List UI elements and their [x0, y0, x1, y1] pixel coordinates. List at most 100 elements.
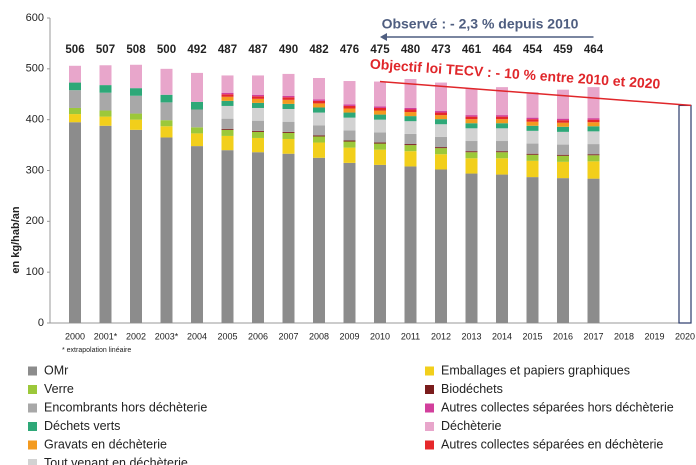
legend-swatch [28, 385, 37, 394]
total-label: 492 [187, 44, 206, 56]
bar-segment [252, 137, 264, 153]
bar-segment [69, 114, 81, 123]
bar-segment [221, 92, 234, 95]
total-label: 487 [218, 44, 237, 56]
bar-segment [557, 155, 569, 162]
x-tick-label: 2009 [339, 331, 359, 341]
x-tick-label: 2003* [155, 331, 179, 341]
bar-segment [343, 104, 356, 106]
bar-segment [130, 119, 142, 130]
legend-swatch [28, 366, 37, 376]
bar-segment [374, 106, 386, 108]
bar-segment [526, 92, 539, 118]
legend-label: Biodéchets [441, 382, 503, 396]
bar-segment [404, 151, 417, 167]
bar-segment [465, 115, 478, 117]
legend-label: Tout venant en déchèterie [44, 456, 188, 465]
total-label: 473 [431, 44, 450, 56]
bar-segment [313, 136, 325, 143]
bar-segment [313, 125, 325, 136]
bar-segment [343, 147, 356, 163]
x-tick-label: 2011 [401, 331, 420, 341]
total-label: 490 [279, 44, 298, 56]
bar-segment [313, 100, 325, 104]
bar-segment [221, 129, 234, 136]
bar-segment [465, 88, 478, 116]
bar-segment [465, 152, 478, 159]
bar-segment [313, 112, 325, 126]
legend-swatch [425, 422, 434, 431]
legend-label: Autres collectes séparées hors déchèteri… [441, 400, 674, 414]
bar-segment [587, 155, 600, 162]
bar-segment [69, 82, 81, 91]
bar-segment [282, 108, 295, 122]
x-tick-label: 2014 [492, 331, 512, 341]
bar-segment [99, 125, 112, 324]
bar-segment [404, 79, 417, 108]
y-tick-label: 600 [26, 12, 44, 24]
bar-segment [69, 90, 81, 108]
bar-segment [587, 87, 600, 119]
legend-label: Déchèterie [441, 419, 501, 433]
legend-label: Déchets verts [44, 419, 120, 433]
total-label: 482 [309, 44, 328, 56]
bar-segment [496, 115, 508, 117]
bar-segment [130, 113, 142, 120]
bar-segment [99, 92, 112, 111]
bar-segment [526, 119, 539, 122]
total-label: 506 [65, 44, 84, 56]
bar-segment [435, 124, 447, 137]
legend-label: Verre [44, 382, 74, 396]
bar-segment [374, 110, 386, 115]
bar-segment [160, 68, 173, 95]
bar-segment [343, 130, 356, 141]
bar-segment [587, 122, 600, 127]
bar-segment [404, 112, 417, 117]
bar-segment [435, 136, 447, 148]
bar-segment [221, 96, 234, 101]
bar-segment [404, 144, 417, 146]
bar-segment [557, 144, 569, 155]
bar-segment [313, 103, 325, 108]
bar-segment [130, 95, 142, 114]
bar-segment [465, 173, 478, 323]
bar-segment [587, 119, 600, 123]
bar-segment [587, 144, 600, 155]
bar-segment [496, 141, 508, 152]
x-tick-label: 2001* [94, 331, 118, 341]
bar-segment [191, 133, 203, 147]
bar-segment [587, 161, 600, 179]
bar-segment [221, 118, 234, 129]
annotation-observed: Observé : - 2,3 % depuis 2010 [382, 16, 579, 32]
bar-segment [496, 116, 508, 120]
bar-segment [557, 89, 569, 119]
bar-segment [404, 166, 417, 323]
bar-segment [343, 112, 356, 118]
legend-swatch [28, 422, 37, 431]
bar-segment [526, 153, 539, 155]
arrow-head [380, 33, 387, 41]
bar-segment [496, 123, 508, 129]
bar-segment [99, 65, 112, 86]
bar-segment [404, 121, 417, 134]
target-bar [678, 104, 692, 324]
bar-segment [191, 109, 203, 128]
bar-segment [282, 95, 295, 98]
bar-segment [374, 119, 386, 133]
legend-label: OMr [44, 363, 68, 377]
bar-segment [221, 94, 234, 97]
y-tick-label: 200 [26, 215, 44, 227]
bar-segment [526, 130, 539, 144]
bar-segment [282, 73, 295, 96]
bar-segment [69, 122, 81, 323]
bar-segment [465, 116, 478, 120]
bar-segment [526, 117, 539, 120]
bar-segment [404, 116, 417, 122]
bar-segment [221, 105, 234, 119]
total-label: 454 [523, 44, 543, 56]
total-label: 464 [584, 44, 604, 56]
bar-segment [252, 94, 264, 97]
bar-segment [221, 75, 234, 93]
x-tick-label: 2015 [522, 331, 542, 341]
